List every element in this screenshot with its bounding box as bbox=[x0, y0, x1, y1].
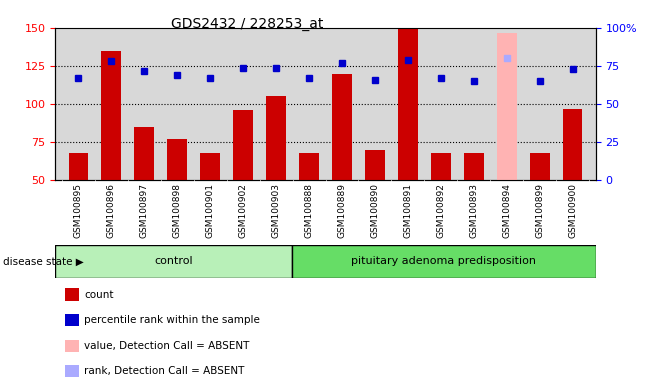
Bar bbox=[65, 288, 79, 301]
Text: GSM100890: GSM100890 bbox=[370, 183, 380, 238]
Text: GSM100899: GSM100899 bbox=[535, 183, 544, 238]
Bar bbox=[167, 139, 187, 180]
Text: GSM100901: GSM100901 bbox=[206, 183, 215, 238]
Bar bbox=[65, 314, 79, 326]
Bar bbox=[65, 339, 79, 352]
Text: GSM100889: GSM100889 bbox=[337, 183, 346, 238]
Text: disease state ▶: disease state ▶ bbox=[3, 257, 84, 266]
Bar bbox=[530, 152, 549, 180]
Bar bbox=[233, 110, 253, 180]
Text: control: control bbox=[154, 257, 193, 266]
Bar bbox=[292, 245, 596, 278]
Bar bbox=[102, 51, 121, 180]
Text: GSM100888: GSM100888 bbox=[305, 183, 314, 238]
Text: GSM100897: GSM100897 bbox=[140, 183, 149, 238]
Text: GSM100900: GSM100900 bbox=[568, 183, 577, 238]
Bar bbox=[398, 28, 418, 180]
Text: GSM100898: GSM100898 bbox=[173, 183, 182, 238]
Text: GSM100896: GSM100896 bbox=[107, 183, 116, 238]
Text: GSM100892: GSM100892 bbox=[436, 183, 445, 238]
Bar bbox=[365, 150, 385, 180]
Text: GSM100893: GSM100893 bbox=[469, 183, 478, 238]
Bar bbox=[562, 109, 583, 180]
Text: GSM100894: GSM100894 bbox=[502, 183, 511, 238]
Bar bbox=[497, 33, 517, 180]
Bar bbox=[299, 152, 319, 180]
Text: GDS2432 / 228253_at: GDS2432 / 228253_at bbox=[171, 17, 324, 31]
Bar bbox=[68, 152, 89, 180]
Text: GSM100891: GSM100891 bbox=[404, 183, 412, 238]
Text: rank, Detection Call = ABSENT: rank, Detection Call = ABSENT bbox=[85, 366, 245, 376]
Text: GSM100903: GSM100903 bbox=[271, 183, 281, 238]
Bar bbox=[266, 96, 286, 180]
Bar bbox=[65, 365, 79, 377]
Text: value, Detection Call = ABSENT: value, Detection Call = ABSENT bbox=[85, 341, 250, 351]
Bar bbox=[431, 152, 450, 180]
Text: GSM100895: GSM100895 bbox=[74, 183, 83, 238]
Text: pituitary adenoma predisposition: pituitary adenoma predisposition bbox=[351, 257, 536, 266]
Text: count: count bbox=[85, 290, 114, 300]
Bar bbox=[332, 74, 352, 180]
Text: percentile rank within the sample: percentile rank within the sample bbox=[85, 315, 260, 325]
Bar bbox=[201, 152, 220, 180]
Bar bbox=[134, 127, 154, 180]
Bar bbox=[55, 245, 292, 278]
Text: GSM100902: GSM100902 bbox=[239, 183, 247, 238]
Bar bbox=[464, 152, 484, 180]
